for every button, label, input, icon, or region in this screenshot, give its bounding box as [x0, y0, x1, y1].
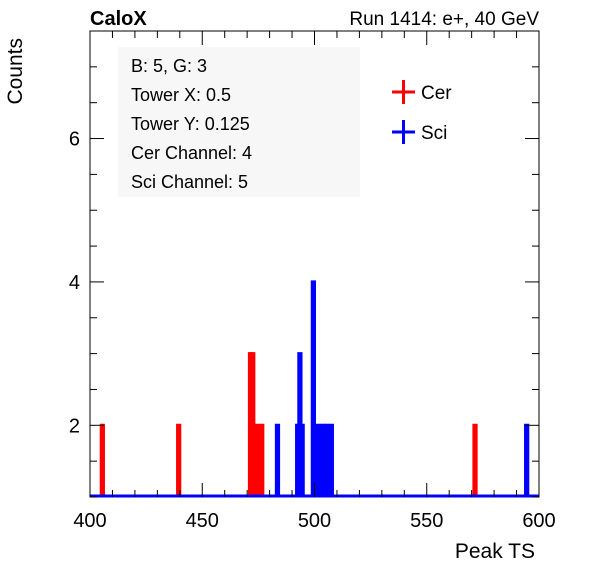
info-line-tower-x: Tower X: 0.5: [131, 85, 231, 105]
series-cer-bin: [472, 423, 478, 496]
legend: Cer Sci: [392, 80, 452, 144]
x-tick-label: 450: [186, 510, 219, 532]
series-sci-bin: [524, 423, 530, 496]
info-box-background: [118, 47, 360, 197]
legend-label-sci: Sci: [421, 123, 447, 144]
series-cer-bin: [250, 352, 256, 496]
chart-title-left: CaloX: [90, 8, 147, 30]
y-axis-label: Counts: [4, 38, 27, 105]
series-sci-bin: [274, 423, 281, 496]
x-tick-label: 400: [73, 510, 106, 532]
legend-label-cer: Cer: [421, 83, 452, 104]
series-cer-bin: [259, 423, 265, 496]
info-line-tower-y: Tower Y: 0.125: [131, 114, 250, 134]
series-sci-bin: [319, 423, 325, 496]
series-sci-bin: [324, 423, 330, 496]
info-line-cer-channel: Cer Channel: 4: [131, 143, 252, 163]
chart-title-right: Run 1414: e+, 40 GeV: [349, 9, 539, 30]
series-layer: [90, 280, 539, 498]
x-tick-label: 500: [298, 510, 331, 532]
info-line-sci-channel: Sci Channel: 5: [131, 172, 248, 192]
series-cer-bin: [176, 423, 182, 496]
x-tick-label: 550: [410, 510, 443, 532]
series-sci-bin: [328, 423, 334, 496]
x-tick-label: 600: [522, 510, 555, 532]
y-tick-label: 2: [69, 415, 80, 437]
legend-marker-cer: [392, 80, 415, 104]
x-axis-label: Peak TS: [455, 540, 535, 563]
series-sci-bin: [310, 280, 316, 496]
series-cer-bin: [99, 423, 105, 496]
y-tick-label: 4: [69, 272, 80, 294]
series-sci-bin: [315, 423, 321, 496]
info-box: B: 5, G: 3 Tower X: 0.5 Tower Y: 0.125 C…: [118, 47, 360, 197]
info-line-board: B: 5, G: 3: [131, 56, 207, 76]
legend-marker-sci: [392, 120, 415, 144]
series-sci-bin: [299, 423, 305, 496]
y-tick-label: 6: [69, 129, 80, 151]
series-cer-bin: [254, 423, 260, 496]
ticks-layer: 400 450 500 550 600 2 4 6: [69, 30, 556, 532]
